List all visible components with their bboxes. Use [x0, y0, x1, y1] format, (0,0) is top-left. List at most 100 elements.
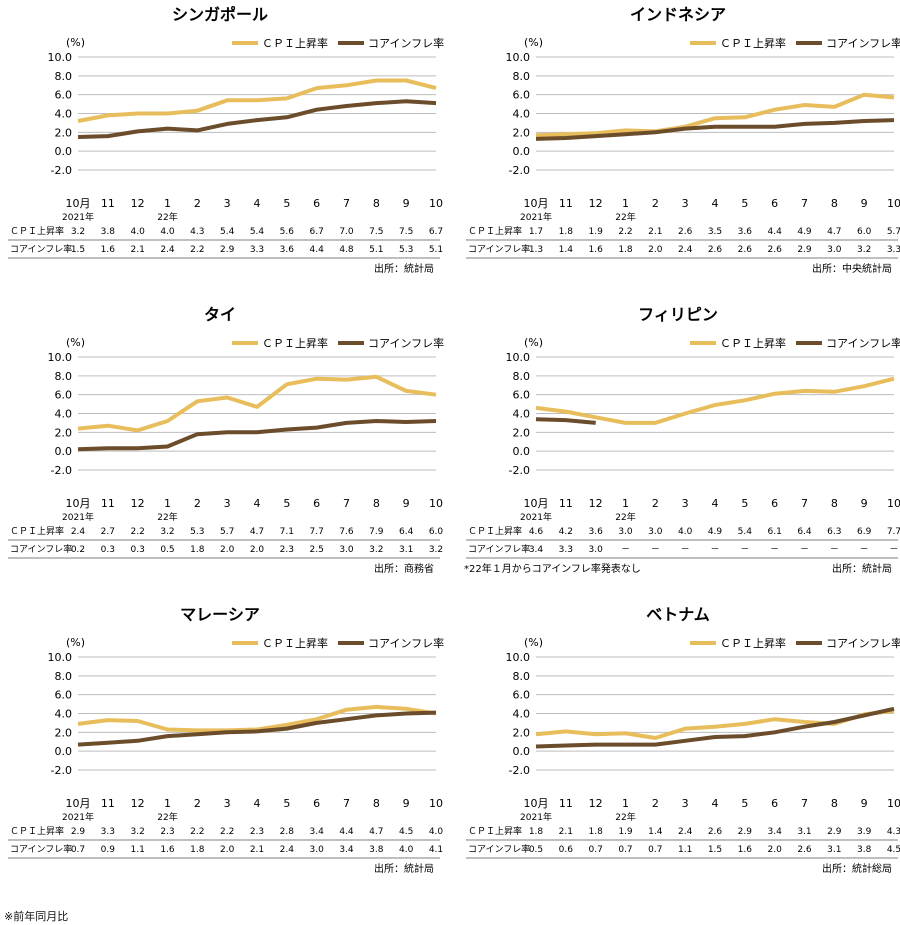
- y-tick-label: 6.0: [55, 389, 73, 402]
- y-tick-label: -2.0: [51, 464, 72, 477]
- core-inflation-line: [535, 417, 596, 425]
- core-value-label: 2.6: [797, 845, 812, 855]
- core-value-label: 1.3: [529, 245, 543, 255]
- cpi-value-label: 6.4: [399, 527, 414, 537]
- core-value-label: 3.0: [827, 245, 842, 255]
- x-tick-label: 10: [429, 797, 443, 810]
- core-value-label: 4.1: [429, 845, 443, 855]
- core-value-label: 5.1: [429, 245, 443, 255]
- year-label-2022: 22年: [157, 211, 177, 223]
- legend-label-core: コアインフレ率: [368, 36, 444, 50]
- y-tick-label: 4.0: [513, 108, 531, 121]
- x-tick-label: 6: [771, 797, 778, 810]
- cpi-value-label: 1.9: [589, 227, 604, 237]
- cpi-value-label: 6.4: [797, 527, 812, 537]
- year-label-2021: 2021年: [62, 511, 94, 523]
- cpi-value-label: 7.9: [369, 527, 384, 537]
- y-tick-label: 4.0: [55, 408, 73, 421]
- y-tick-label: 6.0: [513, 89, 531, 102]
- cpi-value-label: 3.6: [738, 227, 753, 237]
- x-tick-label: 7: [343, 797, 350, 810]
- cpi-value-label: 3.4: [310, 827, 325, 837]
- core-value-label: －: [651, 545, 660, 555]
- x-tick-label: 7: [801, 797, 808, 810]
- source-label: 出所：統計局: [374, 262, 434, 275]
- cpi-value-label: 7.0: [339, 227, 354, 237]
- x-tick-label: 9: [403, 197, 410, 210]
- x-tick-label: 6: [313, 797, 320, 810]
- core-value-label: 2.1: [131, 245, 145, 255]
- y-tick-label: 0.0: [55, 445, 73, 458]
- core-inflation-line: [77, 419, 437, 452]
- line-chart: インドネシア(%) ＣＰＩ上昇率 コアインフレ率10.08.06.04.02.00.…: [466, 5, 900, 275]
- y-tick-label: 0.0: [513, 145, 531, 158]
- x-tick-label: 10月: [66, 197, 91, 210]
- cpi-value-label: 4.4: [339, 827, 354, 837]
- footnote: ※前年同月比: [4, 910, 69, 923]
- chart-title: タイ: [204, 305, 236, 324]
- y-unit-label: (%): [524, 336, 543, 349]
- y-tick-label: 4.0: [55, 108, 73, 121]
- x-tick-label: 4: [254, 497, 261, 510]
- source-label: 出所：商務省: [374, 562, 434, 575]
- cpi-value-label: 2.2: [220, 827, 234, 837]
- cpi-value-label: 5.6: [280, 227, 295, 237]
- y-tick-label: 2.0: [55, 126, 73, 139]
- core-value-label: 3.4: [529, 545, 544, 555]
- y-unit-label: (%): [66, 336, 85, 349]
- y-tick-label: 2.0: [55, 426, 73, 439]
- x-tick-label: 8: [831, 797, 838, 810]
- core-value-label: 1.1: [131, 845, 145, 855]
- cpi-value-label: 1.8: [589, 827, 604, 837]
- x-tick-label: 6: [771, 497, 778, 510]
- cpi-value-label: 7.7: [887, 527, 900, 537]
- cpi-value-label: 3.8: [101, 227, 116, 237]
- core-value-label: 3.2: [429, 545, 443, 555]
- cpi-value-label: 4.0: [131, 227, 146, 237]
- cpi-value-label: 1.4: [648, 827, 663, 837]
- x-tick-label: 11: [101, 497, 115, 510]
- core-value-label: 0.2: [71, 545, 85, 555]
- core-value-label: 2.4: [678, 245, 693, 255]
- y-tick-label: 0.0: [55, 145, 73, 158]
- y-tick-label: 0.0: [55, 745, 73, 758]
- core-value-label: 5.3: [399, 245, 413, 255]
- y-tick-label: 10.0: [506, 651, 531, 664]
- cpi-value-label: 3.2: [160, 527, 174, 537]
- x-tick-label: 12: [131, 197, 145, 210]
- y-tick-label: 2.0: [513, 726, 531, 739]
- cpi-value-label: 6.7: [310, 227, 324, 237]
- cpi-value-label: 6.3: [827, 527, 841, 537]
- x-tick-label: 2: [652, 497, 659, 510]
- x-tick-label: 1: [164, 197, 171, 210]
- core-value-label: 0.3: [131, 545, 145, 555]
- cpi-value-label: 6.7: [429, 227, 443, 237]
- x-tick-label: 11: [559, 197, 573, 210]
- cpi-value-label: 4.5: [399, 827, 413, 837]
- core-inflation-line: [77, 99, 437, 139]
- x-tick-label: 12: [589, 797, 603, 810]
- line-chart: シンガポール(%) ＣＰＩ上昇率 コアインフレ率10.08.06.04.02.00.…: [8, 5, 444, 275]
- x-tick-label: 3: [224, 197, 231, 210]
- x-tick-label: 5: [741, 797, 748, 810]
- y-unit-label: (%): [66, 36, 85, 49]
- x-tick-label: 9: [861, 797, 868, 810]
- y-tick-label: -2.0: [509, 464, 530, 477]
- x-tick-label: 3: [682, 797, 689, 810]
- cpi-value-label: 2.9: [71, 827, 86, 837]
- x-tick-label: 4: [712, 197, 719, 210]
- core-value-label: 1.4: [559, 245, 574, 255]
- legend-label-core: コアインフレ率: [368, 636, 444, 650]
- cpi-value-label: 7.6: [339, 527, 354, 537]
- core-value-label: －: [621, 545, 630, 555]
- y-tick-label: 4.0: [513, 408, 531, 421]
- y-tick-label: 8.0: [55, 70, 73, 83]
- cpi-value-label: 4.7: [369, 827, 383, 837]
- chart-title: インドネシア: [630, 5, 726, 24]
- cpi-value-label: 2.4: [71, 527, 86, 537]
- y-tick-label: -2.0: [509, 164, 530, 177]
- cpi-value-label: 3.0: [618, 527, 633, 537]
- cpi-value-label: 7.5: [399, 227, 413, 237]
- cpi-value-label: 4.2: [559, 527, 573, 537]
- cpi-value-label: 4.3: [887, 827, 900, 837]
